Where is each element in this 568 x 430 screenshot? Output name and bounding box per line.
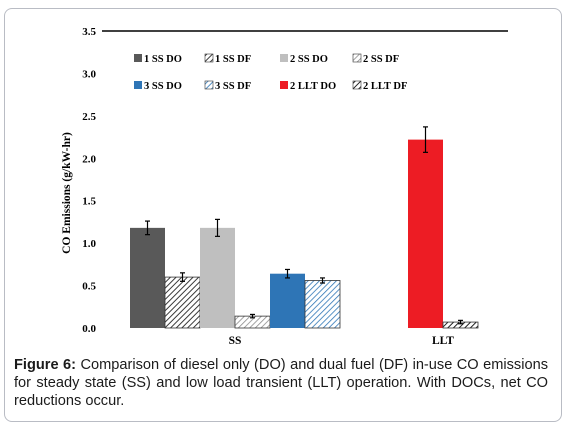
y-tick-label: 2.5 [82, 111, 96, 123]
y-tick-label: 1.5 [82, 196, 96, 208]
legend-label: 1 SS DO [144, 54, 182, 65]
legend-swatch [134, 81, 142, 89]
legend-label: 3 SS DF [215, 81, 251, 92]
figure-caption: Figure 6: Comparison of diesel only (DO)… [14, 356, 548, 410]
co-emissions-bar-chart: 0.00.51.01.52.02.53.03.5 SS LLT 1 SS DO 1 … [61, 26, 508, 347]
legend-swatch [352, 53, 362, 63]
legend-label: 2 LLT DF [363, 81, 407, 92]
bar-2-ss-do [200, 227, 235, 328]
bar-3-ss-do [270, 273, 305, 328]
y-tick-label: 3.0 [82, 68, 96, 80]
bar-2-llt-do [408, 139, 443, 328]
legend-swatch [280, 54, 288, 62]
bars-layer: SS LLT [130, 126, 479, 347]
y-axis-label: CO Emissions (g/kW-hr) [61, 132, 73, 254]
legend-swatch [280, 81, 288, 89]
caption-text: Comparison of diesel only (DO) and dual … [14, 357, 548, 409]
legend-swatch [204, 80, 214, 90]
legend-label: 1 SS DF [215, 54, 251, 65]
legend-label: 2 SS DO [290, 54, 328, 65]
axes-layer: 0.0 0.5 1.0 1.5 2.0 2.5 3.0 3.5 [82, 26, 508, 335]
y-tick-label: 3.5 [82, 26, 96, 38]
x-category-label: SS [229, 335, 242, 347]
x-category-label: LLT [432, 335, 454, 347]
bar-3-ss-df [304, 280, 341, 329]
y-tick-label: 2.0 [82, 153, 96, 165]
legend-swatch [134, 54, 142, 62]
legend-label: 3 SS DO [144, 81, 182, 92]
y-tick-label: 1.0 [82, 238, 96, 250]
legend-label: 2 LLT DO [290, 81, 336, 92]
bar-1-ss-df [164, 276, 201, 329]
y-tick-label: 0.0 [82, 323, 96, 335]
legend-layer: 1 SS DO 1 SS DF 2 SS DO 2 SS DF 3 SS DO 3 SS … [134, 53, 407, 92]
caption-label: Figure 6: [14, 357, 77, 373]
legend-label: 2 SS DF [363, 54, 399, 65]
legend-swatch [204, 53, 214, 63]
y-tick-label: 0.5 [82, 281, 96, 293]
legend-swatch [352, 80, 362, 90]
figure-frame [4, 8, 562, 422]
bar-1-ss-do [130, 227, 165, 328]
